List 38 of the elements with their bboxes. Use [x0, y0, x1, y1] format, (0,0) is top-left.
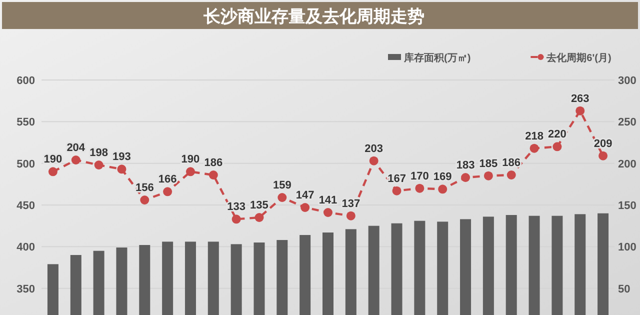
y2-tick-label: 150 [618, 200, 636, 212]
y2-tick-label: 50 [618, 283, 630, 296]
data-label: 159 [272, 180, 292, 192]
data-label: 170 [410, 170, 429, 182]
data-label: 147 [296, 190, 314, 202]
data-label: 185 [479, 158, 498, 170]
legend-label: 库存面积(万㎡) [403, 52, 471, 64]
data-label: 190 [181, 154, 200, 166]
y-tick-label: 400 [16, 242, 35, 254]
y2-tick-label: 200 [618, 158, 636, 170]
data-label: 186 [502, 157, 521, 169]
chart-title: 长沙商业存量及去化周期走势 [202, 7, 424, 26]
data-label: 156 [135, 182, 154, 194]
data-label: 193 [112, 151, 131, 164]
y-tick-label: 500 [16, 158, 35, 170]
data-label: 133 [227, 201, 246, 214]
data-label: 135 [250, 200, 268, 212]
data-label: 209 [594, 138, 612, 150]
y-tick-label: 350 [16, 283, 35, 296]
data-label: 183 [456, 160, 475, 172]
data-label: 167 [388, 172, 406, 185]
y-tick-label: 550 [16, 116, 35, 129]
data-label: 198 [90, 147, 108, 159]
data-label: 166 [158, 174, 177, 186]
data-label: 190 [44, 154, 62, 166]
data-label: 203 [364, 142, 384, 155]
y2-tick-label: 100 [618, 242, 636, 254]
y2-tick-label: 300 [618, 75, 636, 87]
y-tick-label: 600 [16, 75, 35, 87]
y-tick-label: 450 [16, 200, 35, 212]
data-label: 169 [433, 171, 452, 184]
data-label: 204 [66, 142, 86, 154]
data-label: 141 [318, 194, 338, 206]
legend-label: 去化周期6'(月) [546, 52, 612, 64]
y2-tick-label: 250 [618, 116, 636, 129]
data-label: 218 [525, 130, 544, 142]
data-label: 263 [570, 92, 590, 105]
data-label: 186 [204, 157, 223, 169]
